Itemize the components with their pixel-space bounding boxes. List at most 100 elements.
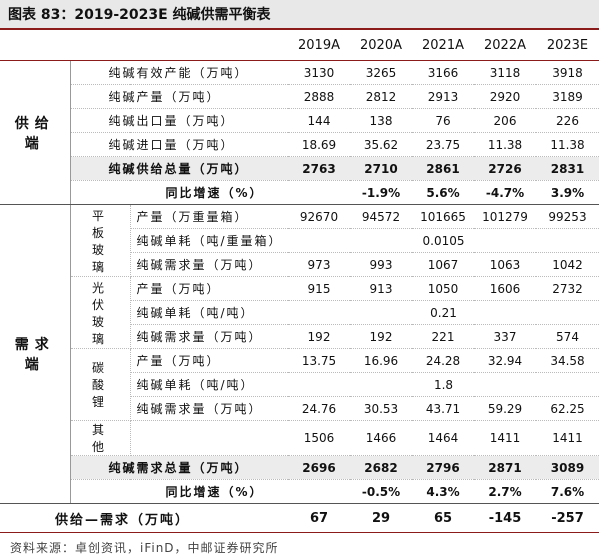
value-cell: 94572 xyxy=(350,204,412,229)
row-label: 产量（万吨） xyxy=(130,348,288,373)
row-label: 纯碱需求量（万吨） xyxy=(130,324,288,349)
row-label: 纯碱出口量（万吨） xyxy=(70,108,288,133)
value-cell: 993 xyxy=(350,252,412,277)
demand-row: 纯碱单耗（吨/重量箱） 0.0105 xyxy=(0,228,599,253)
value-cell: 1411 xyxy=(474,420,536,456)
row-label: 纯碱单耗（吨/重量箱） xyxy=(130,228,288,253)
value-cell: -1.9% xyxy=(350,180,412,205)
row-label: 产量（万重量箱） xyxy=(130,204,288,229)
demand-growth-row: 同比增速（%） -0.5% 4.3% 2.7% 7.6% xyxy=(0,479,599,504)
value-cell: 2726 xyxy=(474,156,536,181)
section-label: 供给端 xyxy=(0,60,71,205)
row-label: 纯碱单耗（吨/吨） xyxy=(130,300,288,325)
supply-growth-row: 同比增速（%） -1.9% 5.6% -4.7% 3.9% xyxy=(0,180,599,205)
value-cell: 34.58 xyxy=(536,348,599,373)
supply-row: 纯碱出口量（万吨） 144 138 76 206 226 xyxy=(0,108,599,133)
balance-row: 供给—需求（万吨） 67 29 65 -145 -257 xyxy=(0,503,599,533)
supply-row: 供给端 纯碱有效产能（万吨） 3130 3265 3166 3118 3918 xyxy=(0,60,599,205)
row-label: 纯碱供给总量（万吨） xyxy=(70,156,288,181)
row-label: 供给—需求（万吨） xyxy=(0,503,288,533)
column-header: 2021A xyxy=(412,30,474,61)
value-cell: 337 xyxy=(474,324,536,349)
value-cell: 62.25 xyxy=(536,396,599,421)
value-cell: 2696 xyxy=(288,455,350,480)
value-cell: 1.8 xyxy=(288,372,599,397)
demand-row: 纯碱需求量（万吨） 24.76 30.53 43.71 59.29 62.25 xyxy=(0,396,599,421)
value-cell: 913 xyxy=(350,276,412,301)
value-cell: 4.3% xyxy=(412,479,474,504)
row-label: 纯碱需求量（万吨） xyxy=(130,396,288,421)
value-cell: 2812 xyxy=(350,84,412,109)
value-cell: 2871 xyxy=(474,455,536,480)
value-cell: -145 xyxy=(474,503,536,533)
value-cell: 92670 xyxy=(288,204,350,229)
demand-row: 纯碱单耗（吨/吨） 1.8 xyxy=(0,372,599,397)
value-cell: 2.7% xyxy=(474,479,536,504)
value-cell: 3130 xyxy=(288,60,350,85)
value-cell: 0.21 xyxy=(288,300,599,325)
group-label: 光伏玻璃 xyxy=(70,276,131,349)
value-cell: 192 xyxy=(350,324,412,349)
column-header: 2019A xyxy=(288,30,350,61)
value-cell: 18.69 xyxy=(288,132,350,157)
value-cell: 144 xyxy=(288,108,350,133)
value-cell: -257 xyxy=(536,503,599,533)
value-cell: 43.71 xyxy=(412,396,474,421)
table-title: 图表 83：2019-2023E 纯碱供需平衡表 xyxy=(0,0,599,30)
value-cell: 13.75 xyxy=(288,348,350,373)
value-cell: 1042 xyxy=(536,252,599,277)
value-cell: 2913 xyxy=(412,84,474,109)
balance-table: 2019A 2020A 2021A 2022A 2023E 供给端 纯碱有效产能（万吨） 31… xyxy=(0,30,599,533)
column-header: 2022A xyxy=(474,30,536,61)
value-cell: 0.0105 xyxy=(288,228,599,253)
row-label xyxy=(130,420,288,456)
value-cell: 973 xyxy=(288,252,350,277)
row-label: 同比增速（%） xyxy=(70,479,288,504)
row-label: 纯碱产量（万吨） xyxy=(70,84,288,109)
demand-row: 需求端 平板玻璃 产量（万重量箱） 92670 94572 101665 101279 992… xyxy=(0,204,599,504)
value-cell: 2732 xyxy=(536,276,599,301)
value-cell: 35.62 xyxy=(350,132,412,157)
demand-row: 光伏玻璃 产量（万吨） 915 913 1050 1606 2732 xyxy=(0,276,599,349)
demand-row: 纯碱需求量（万吨） 192 192 221 337 574 xyxy=(0,324,599,349)
value-cell: 192 xyxy=(288,324,350,349)
value-cell: 3189 xyxy=(536,84,599,109)
value-cell: 11.38 xyxy=(536,132,599,157)
value-cell xyxy=(288,180,350,205)
value-cell: -0.5% xyxy=(350,479,412,504)
value-cell: 574 xyxy=(536,324,599,349)
value-cell: 226 xyxy=(536,108,599,133)
value-cell: 915 xyxy=(288,276,350,301)
value-cell: 32.94 xyxy=(474,348,536,373)
value-cell: 1050 xyxy=(412,276,474,301)
supply-total-row: 纯碱供给总量（万吨） 2763 2710 2861 2726 2831 xyxy=(0,156,599,181)
value-cell: 1067 xyxy=(412,252,474,277)
demand-row: 纯碱需求量（万吨） 973 993 1067 1063 1042 xyxy=(0,252,599,277)
value-cell xyxy=(288,479,350,504)
value-cell: 221 xyxy=(412,324,474,349)
column-header: 2023E xyxy=(536,30,599,61)
supply-row: 纯碱产量（万吨） 2888 2812 2913 2920 3189 xyxy=(0,84,599,109)
value-cell: 1411 xyxy=(536,420,599,456)
value-cell: 3118 xyxy=(474,60,536,85)
row-label: 同比增速（%） xyxy=(70,180,288,205)
value-cell: 1606 xyxy=(474,276,536,301)
header-row: 2019A 2020A 2021A 2022A 2023E xyxy=(0,30,599,61)
row-label: 纯碱进口量（万吨） xyxy=(70,132,288,157)
demand-total-row: 纯碱需求总量（万吨） 2696 2682 2796 2871 3089 xyxy=(0,455,599,480)
row-label: 纯碱需求量（万吨） xyxy=(130,252,288,277)
row-label: 纯碱需求总量（万吨） xyxy=(70,455,288,480)
row-label: 纯碱有效产能（万吨） xyxy=(70,60,288,85)
value-cell: 2682 xyxy=(350,455,412,480)
value-cell: 99253 xyxy=(536,204,599,229)
value-cell: 2831 xyxy=(536,156,599,181)
group-label: 其他 xyxy=(70,420,131,456)
value-cell: 2920 xyxy=(474,84,536,109)
value-cell: 2796 xyxy=(412,455,474,480)
value-cell: 67 xyxy=(288,503,350,533)
value-cell: 30.53 xyxy=(350,396,412,421)
source-note: 资料来源：卓创资讯，iFinD，中邮证券研究所 xyxy=(10,541,279,555)
value-cell: 101665 xyxy=(412,204,474,229)
value-cell: 24.76 xyxy=(288,396,350,421)
